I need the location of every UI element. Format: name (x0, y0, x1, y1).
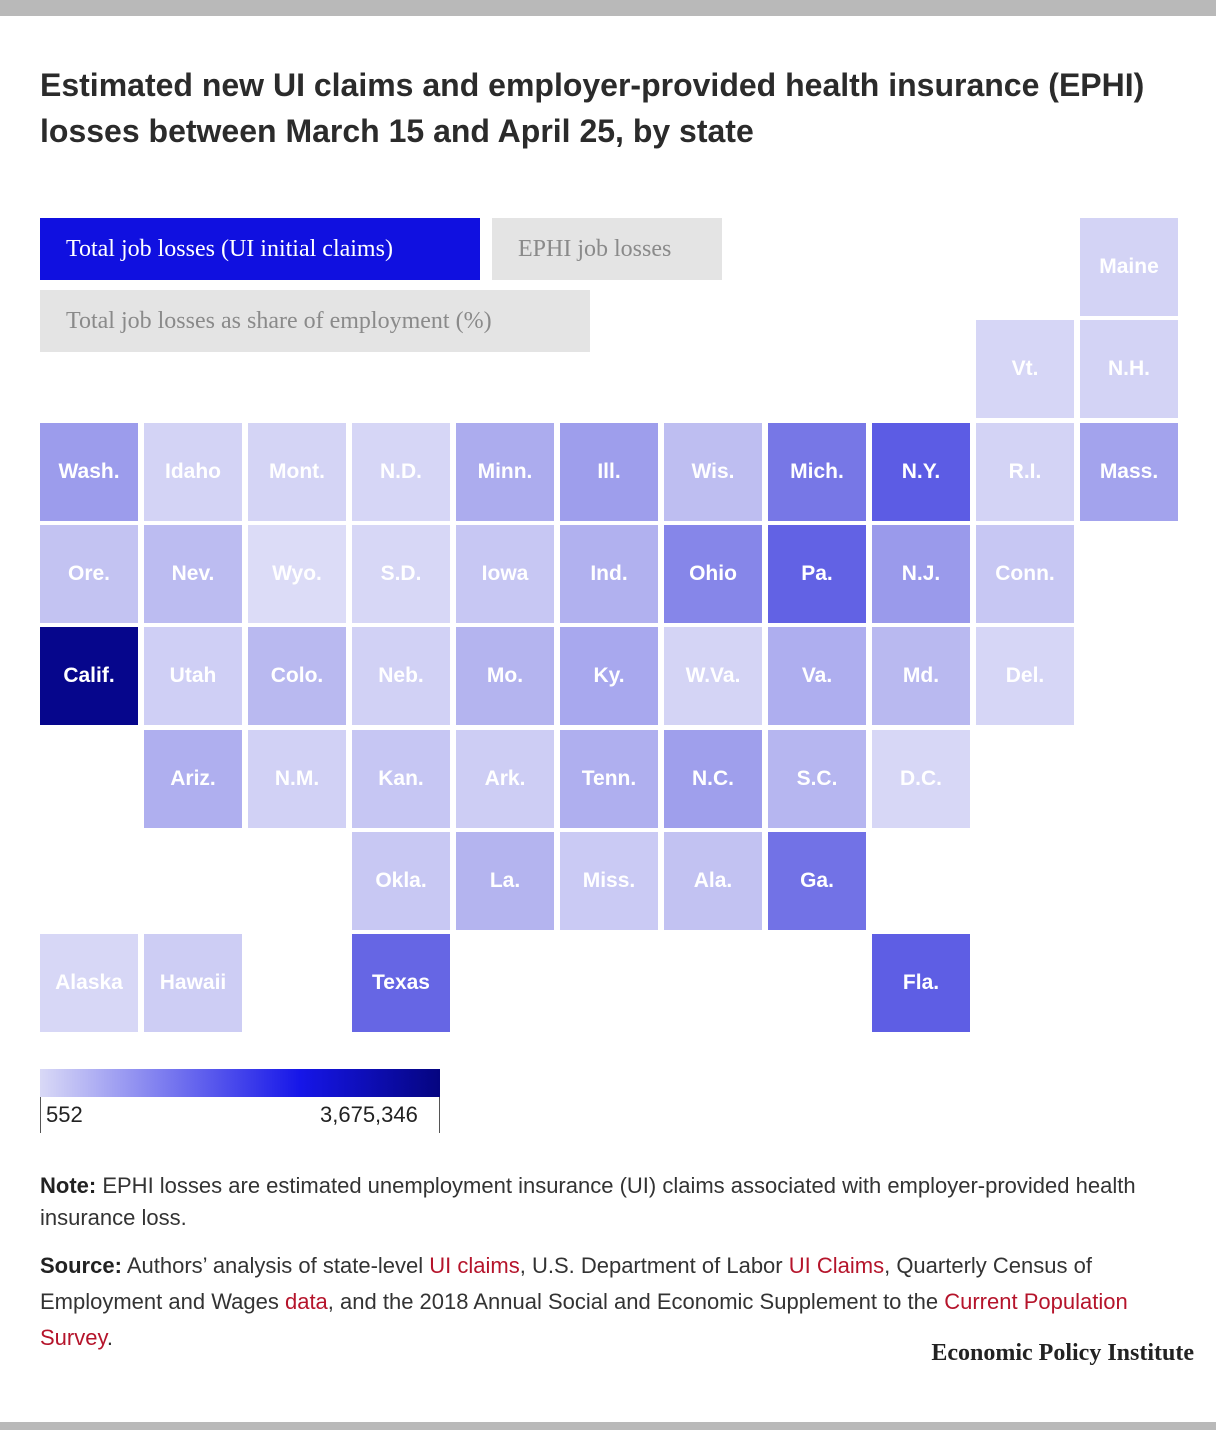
note-text: EPHI losses are estimated unemployment i… (40, 1173, 1136, 1230)
note-label: Note: (40, 1173, 97, 1198)
source-text-5: . (106, 1325, 113, 1350)
state-tile-maine[interactable]: Maine (1080, 218, 1178, 316)
state-tile-idaho[interactable]: Idaho (144, 423, 242, 521)
legend-min-label: 552 (46, 1102, 83, 1127)
source-link-dol-ui-claims[interactable]: UI Claims (788, 1253, 885, 1278)
legend-gradient-bar (40, 1069, 440, 1097)
state-tile-s-c[interactable]: S.C. (768, 730, 866, 828)
state-tile-del[interactable]: Del. (976, 627, 1074, 725)
legend-max-tick (439, 1097, 440, 1133)
note: Note: EPHI losses are estimated unemploy… (40, 1170, 1170, 1234)
state-tile-neb[interactable]: Neb. (352, 627, 450, 725)
source-label: Source: (40, 1253, 122, 1278)
source-link-ui-claims[interactable]: UI claims (429, 1253, 520, 1278)
state-tile-d-c[interactable]: D.C. (872, 730, 970, 828)
state-tile-hawaii[interactable]: Hawaii (144, 934, 242, 1032)
legend-max-label: 3,675,346 (320, 1102, 418, 1127)
state-tile-w-va[interactable]: W.Va. (664, 627, 762, 725)
state-tile-ariz[interactable]: Ariz. (144, 730, 242, 828)
state-tile-mont[interactable]: Mont. (248, 423, 346, 521)
state-tile-ill[interactable]: Ill. (560, 423, 658, 521)
state-tile-r-i[interactable]: R.I. (976, 423, 1074, 521)
state-tile-calif[interactable]: Calif. (40, 627, 138, 725)
state-tile-md[interactable]: Md. (872, 627, 970, 725)
state-tile-n-c[interactable]: N.C. (664, 730, 762, 828)
state-tile-va[interactable]: Va. (768, 627, 866, 725)
state-tile-n-h[interactable]: N.H. (1080, 320, 1178, 418)
legend-min-tick (40, 1097, 41, 1133)
state-tile-alaska[interactable]: Alaska (40, 934, 138, 1032)
state-tile-n-d[interactable]: N.D. (352, 423, 450, 521)
state-tile-wyo[interactable]: Wyo. (248, 525, 346, 623)
state-tile-texas[interactable]: Texas (352, 934, 450, 1032)
state-tile-ore[interactable]: Ore. (40, 525, 138, 623)
state-tile-s-d[interactable]: S.D. (352, 525, 450, 623)
source-text-1: Authors’ analysis of state-level (121, 1253, 430, 1278)
state-tile-wash[interactable]: Wash. (40, 423, 138, 521)
state-tile-mo[interactable]: Mo. (456, 627, 554, 725)
state-tile-pa[interactable]: Pa. (768, 525, 866, 623)
state-tile-ala[interactable]: Ala. (664, 832, 762, 930)
tab-total-job-losses[interactable]: Total job losses (UI initial claims) (40, 218, 480, 280)
state-tile-utah[interactable]: Utah (144, 627, 242, 725)
state-tile-mich[interactable]: Mich. (768, 423, 866, 521)
state-tile-colo[interactable]: Colo. (248, 627, 346, 725)
state-tile-conn[interactable]: Conn. (976, 525, 1074, 623)
state-tile-minn[interactable]: Minn. (456, 423, 554, 521)
source-text-2: , U.S. Department of Labor (519, 1253, 789, 1278)
chart-title: Estimated new UI claims and employer-pro… (40, 67, 1145, 149)
bottom-rule (0, 1422, 1216, 1430)
state-tile-mass[interactable]: Mass. (1080, 423, 1178, 521)
state-tile-n-j[interactable]: N.J. (872, 525, 970, 623)
state-tile-vt[interactable]: Vt. (976, 320, 1074, 418)
state-tile-miss[interactable]: Miss. (560, 832, 658, 930)
top-rule (0, 0, 1216, 16)
state-tile-n-m[interactable]: N.M. (248, 730, 346, 828)
state-tile-ga[interactable]: Ga. (768, 832, 866, 930)
source-text-3: , Quarterly Census of Employment and Wag… (40, 1253, 1092, 1314)
state-tile-iowa[interactable]: Iowa (456, 525, 554, 623)
state-tile-la[interactable]: La. (456, 832, 554, 930)
source-link-cps[interactable]: Current Population Survey (40, 1289, 1128, 1350)
state-tile-ohio[interactable]: Ohio (664, 525, 762, 623)
state-tile-tenn[interactable]: Tenn. (560, 730, 658, 828)
epi-brand: Economic Policy Institute (931, 1340, 1194, 1366)
state-tile-ark[interactable]: Ark. (456, 730, 554, 828)
state-tile-ind[interactable]: Ind. (560, 525, 658, 623)
source-link-qcew-data[interactable]: data (284, 1289, 328, 1314)
state-tile-kan[interactable]: Kan. (352, 730, 450, 828)
state-tile-nev[interactable]: Nev. (144, 525, 242, 623)
source-text-4: , and the 2018 Annual Social and Economi… (327, 1289, 945, 1314)
state-tile-fla[interactable]: Fla. (872, 934, 970, 1032)
source: Source: Authors’ analysis of state-level… (40, 1248, 1170, 1356)
tab-ephi-job-losses[interactable]: EPHI job losses (492, 218, 722, 280)
state-tile-okla[interactable]: Okla. (352, 832, 450, 930)
state-tile-ky[interactable]: Ky. (560, 627, 658, 725)
state-tile-wis[interactable]: Wis. (664, 423, 762, 521)
tab-share-of-employment[interactable]: Total job losses as share of employment … (40, 290, 590, 352)
state-tile-n-y[interactable]: N.Y. (872, 423, 970, 521)
